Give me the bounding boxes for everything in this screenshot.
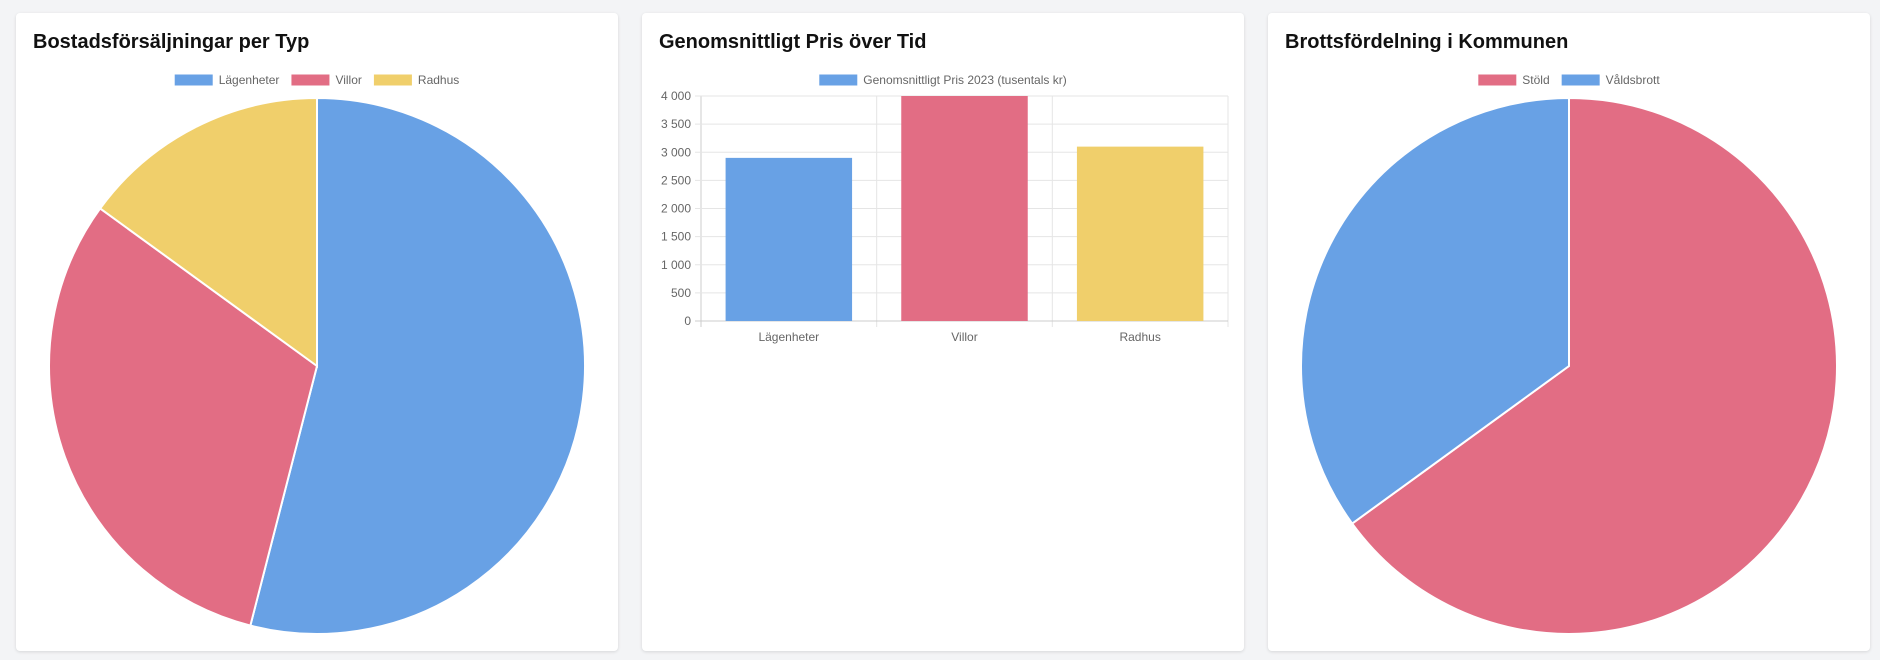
legend-label: Stöld xyxy=(1522,73,1549,87)
y-tick-label: 2 500 xyxy=(661,173,691,187)
bar-radhus xyxy=(1076,146,1204,321)
legend-label: Villor xyxy=(335,73,361,87)
crime-distribution-pie-chart: Stöld Våldsbrott xyxy=(1300,73,1838,635)
housing-sales-pie-chart: Lägenheter Villor Radhus xyxy=(48,73,587,635)
x-tick-label: Lägenheter xyxy=(758,330,819,344)
y-tick-label: 2 000 xyxy=(661,202,691,216)
average-price-bar-chart: Genomsnittligt Pris 2023 (tusentals kr) 0… xyxy=(661,73,1229,344)
pie-slice-radhus xyxy=(98,96,318,368)
y-tick-label: 0 xyxy=(684,314,691,328)
pie-slice-våldsbrott xyxy=(1300,96,1570,525)
legend-swatch xyxy=(291,74,330,86)
legend-swatch xyxy=(174,74,213,86)
pie-slice-villor xyxy=(48,207,319,627)
legend-label: Genomsnittligt Pris 2023 (tusentals kr) xyxy=(863,73,1066,87)
legend-swatch xyxy=(373,74,412,86)
chart-title: Genomsnittligt Pris över Tid xyxy=(659,31,927,53)
legend-swatch xyxy=(1478,74,1517,86)
legend-label: Våldsbrott xyxy=(1606,73,1661,87)
x-tick-label: Villor xyxy=(951,330,977,344)
pie-slice-stöld xyxy=(1350,96,1838,635)
chart-title: Bostadsförsäljningar per Typ xyxy=(33,31,310,53)
y-tick-label: 4 000 xyxy=(661,89,691,103)
chart-card-average-price: Genomsnittligt Pris över Tid Genomsnittl… xyxy=(642,13,1244,651)
y-tick-label: 3 500 xyxy=(661,117,691,131)
legend-label: Lägenheter xyxy=(219,73,280,87)
y-tick-label: 3 000 xyxy=(661,145,691,159)
y-tick-label: 1 000 xyxy=(661,258,691,272)
bar-lägenheter xyxy=(725,157,853,321)
y-tick-label: 1 500 xyxy=(661,230,691,244)
legend-swatch xyxy=(1561,74,1600,86)
pie-slice-lägenheter xyxy=(249,96,587,635)
chart-card-housing-sales: Bostadsförsäljningar per Typ Lägenheter V… xyxy=(16,13,618,651)
legend-swatch xyxy=(819,74,858,86)
legend-label: Radhus xyxy=(418,73,459,87)
bar-villor xyxy=(901,96,1028,321)
y-tick-label: 500 xyxy=(671,286,691,300)
chart-title: Brottsfördelning i Kommunen xyxy=(1285,31,1569,53)
chart-card-crime-distribution: Brottsfördelning i Kommunen Stöld Våldsbr… xyxy=(1268,13,1870,651)
x-tick-label: Radhus xyxy=(1119,330,1160,344)
